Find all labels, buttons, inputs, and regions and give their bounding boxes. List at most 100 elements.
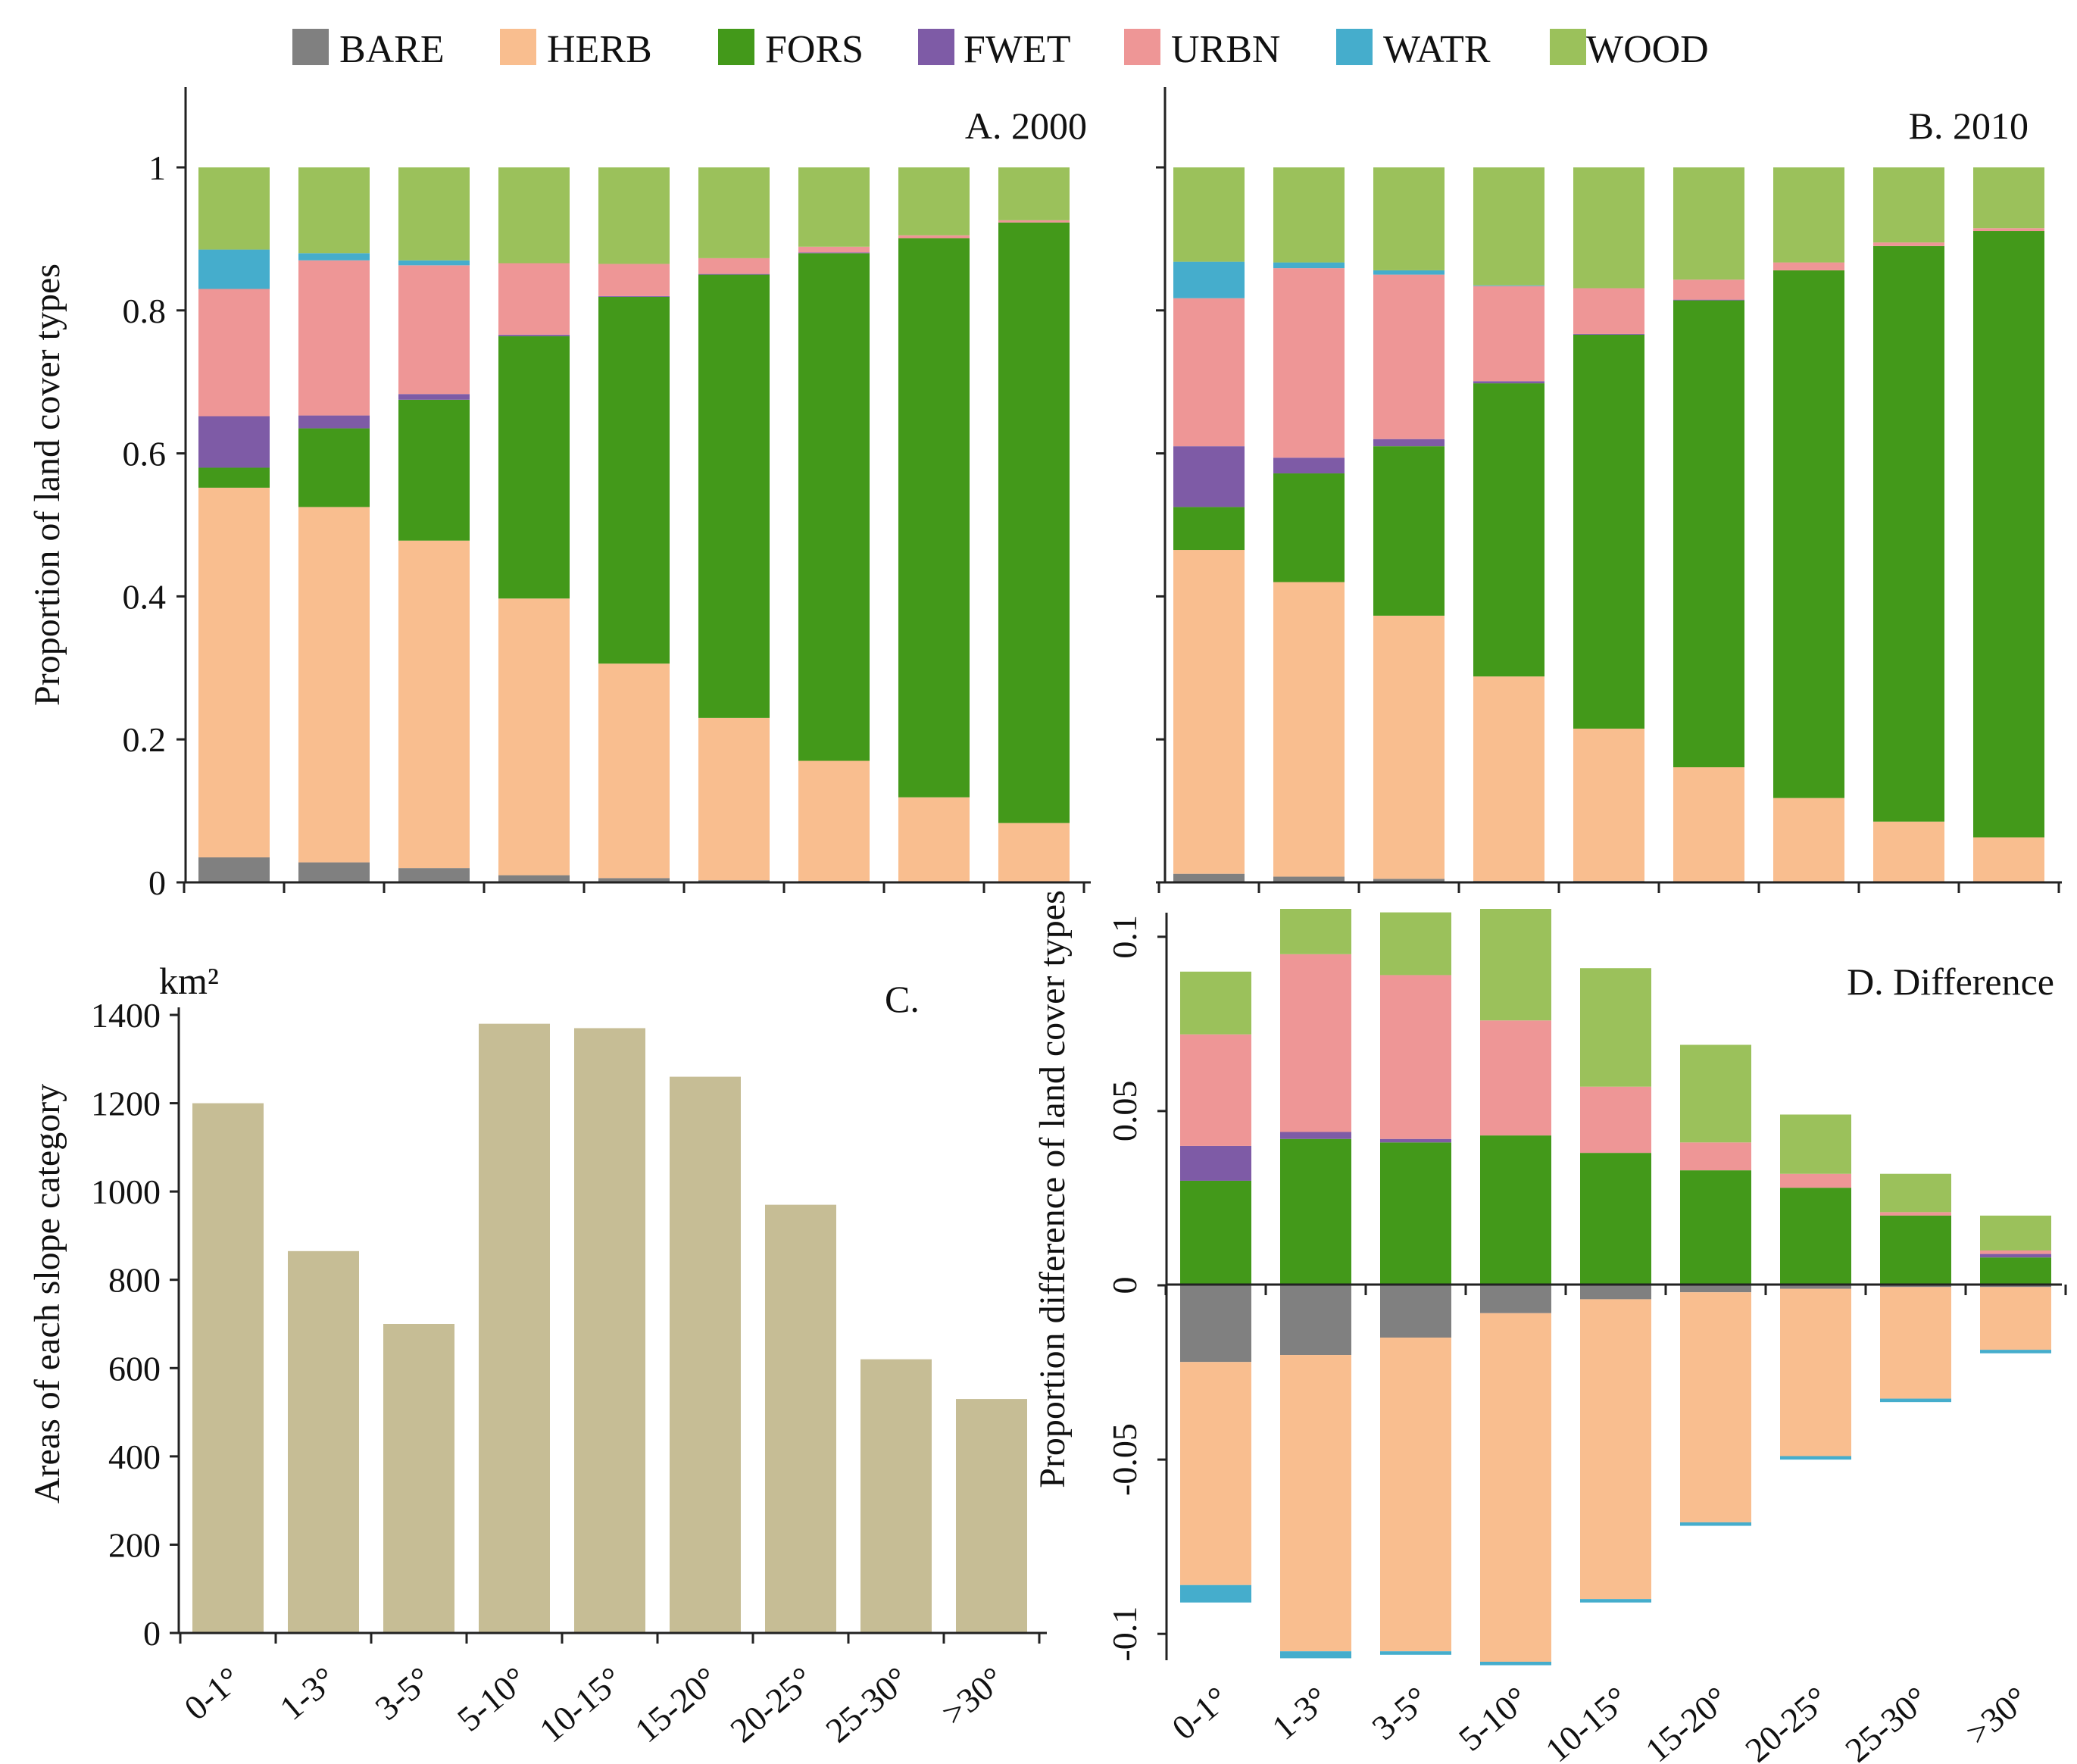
panelA-bar-25-30-urbn — [898, 235, 970, 239]
panelA-bar-20-25-wood — [798, 167, 870, 247]
panelA-bar-0-1-urbn — [198, 289, 270, 417]
panelA-bar-5-10-fors — [498, 336, 570, 599]
panelC-ytick-label-6: 1200 — [91, 1085, 161, 1123]
panelB-bar-1-3-urbn — [1273, 268, 1345, 458]
panelD-bar-25-30-bare — [1880, 1285, 1951, 1288]
panelD-bar-25-30-herb — [1880, 1287, 1951, 1399]
panelB-bar-15-20-herb — [1673, 767, 1744, 882]
legend: BARE HERB FORS FWET URBN WATR WOOD — [292, 28, 1709, 71]
panelD-bar-0-1-fors — [1180, 1180, 1251, 1285]
panelA-bar-3-5-bare — [398, 868, 470, 882]
panelA-bar-0-1-fwet — [198, 416, 270, 468]
panelD-bar-15-20-watr — [1680, 1522, 1751, 1526]
panelC-bar-20-25 — [765, 1204, 836, 1633]
panel-b-title: B. 2010 — [1909, 105, 2029, 147]
panelB-bar-5-10-wood — [1473, 167, 1544, 286]
panelD-bar-20-25-fors — [1780, 1188, 1851, 1285]
legend-swatch-wood — [1550, 29, 1586, 65]
panelD-bar-10-15-bare — [1580, 1285, 1651, 1300]
panelA-bar-1-3-urbn — [298, 260, 370, 416]
legend-swatch-bare — [292, 29, 329, 65]
panelA-bar-10-15-herb — [598, 663, 670, 879]
panel-d: D. Difference Proportion difference of l… — [1032, 890, 2067, 1764]
panelA-ytick-label-0: 0 — [148, 863, 166, 902]
panelD-bar-0-1-herb — [1180, 1362, 1251, 1585]
panelA-bar-25-30-fors — [898, 238, 970, 798]
legend-label-fors: FORS — [765, 28, 864, 71]
panelA-ytick-label-1: 0.2 — [123, 720, 167, 759]
panelA-ytick-label-3: 0.6 — [123, 435, 167, 473]
panelD-bar-gt30-bare — [1980, 1285, 2051, 1288]
panelD-bar-20-25-bare — [1780, 1285, 1851, 1289]
panelD-ytick-label-0: -0.1 — [1105, 1606, 1144, 1662]
panelB-bar-15-20-wood — [1673, 167, 1744, 280]
panelD-xtick-label-20-25: 20-25° — [1738, 1679, 1835, 1764]
panelB-bar-20-25-herb — [1773, 798, 1844, 882]
legend-swatch-herb — [500, 29, 536, 65]
panelB-bar-25-30-fors — [1873, 245, 1944, 822]
panelB-bar-3-5-fors — [1373, 446, 1445, 616]
panelA-bar-0-1-watr — [198, 249, 270, 289]
panelD-xtick-label-10-15: 10-15° — [1538, 1679, 1635, 1764]
panelC-ytick-label-3: 600 — [108, 1349, 161, 1388]
panelC-ytick-label-1: 200 — [108, 1525, 161, 1564]
panelA-bar-10-15-urbn — [598, 264, 670, 296]
panelB-bar-10-15-fwet — [1573, 333, 1644, 335]
panelC-ytick-label-5: 1000 — [91, 1172, 161, 1211]
panel-a-ylabel: Proportion of land cover types — [27, 264, 67, 706]
panelD-xtick-label-25-30: 25-30° — [1838, 1679, 1935, 1764]
panelB-bar-20-25-fors — [1773, 270, 1844, 798]
panelB-bar-gt30-urbn — [1973, 228, 2044, 232]
panelC-xtick-label-15-20: 15-20° — [627, 1659, 725, 1750]
panelA-bar-0-1-bare — [198, 857, 270, 882]
panelB-bar-10-15-urbn — [1573, 288, 1644, 334]
panelD-bar-3-5-fwet — [1380, 1138, 1451, 1143]
panelA-bar-25-30-wood — [898, 167, 970, 236]
panelD-bar-1-3-fwet — [1280, 1132, 1351, 1139]
panelA-bar-20-25-fwet — [798, 252, 870, 254]
panelD-xtick-label-0-1: 0-1° — [1165, 1679, 1236, 1747]
panelD-bar-0-1-urbn — [1180, 1034, 1251, 1146]
panelD-bar-1-3-wood — [1280, 909, 1351, 954]
panelC-xtick-label-5-10: 5-10° — [450, 1659, 534, 1739]
panelB-bar-3-5-herb — [1373, 615, 1445, 879]
panelA-bar-20-25-fors — [798, 253, 870, 761]
panelB-bar-0-1-urbn — [1173, 298, 1245, 447]
legend-swatch-fors — [718, 29, 754, 65]
panel-a-title: A. 2000 — [965, 105, 1087, 147]
legend-label-wood: WOOD — [1586, 28, 1709, 71]
panelB-bar-25-30-herb — [1873, 821, 1944, 882]
panelC-bar-15-20 — [670, 1076, 741, 1633]
panelA-bar-0-1-wood — [198, 167, 270, 250]
panelC-xtick-label-3-5: 3-5° — [368, 1659, 439, 1728]
panelD-bar-15-20-fors — [1680, 1170, 1751, 1285]
legend-label-urbn: URBN — [1171, 28, 1280, 71]
panelB-bar-3-5-wood — [1373, 167, 1445, 270]
panelD-xtick-label-5-10: 5-10° — [1451, 1679, 1535, 1759]
panelB-bar-5-10-fors — [1473, 383, 1544, 677]
panelB-bar-1-3-fwet — [1273, 457, 1345, 474]
panelD-bar-15-20-urbn — [1680, 1142, 1751, 1171]
panelA-bar-1-3-wood — [298, 167, 370, 254]
panelD-bar-1-3-herb — [1280, 1355, 1351, 1652]
panelA-bar-3-5-watr — [398, 260, 470, 266]
panelA-ytick-label-4: 0.8 — [123, 292, 167, 330]
panelB-bar-3-5-bare — [1373, 879, 1445, 882]
panelD-bar-10-15-watr — [1580, 1599, 1651, 1603]
panelB-bar-1-3-bare — [1273, 876, 1345, 882]
panelD-bar-3-5-bare — [1380, 1285, 1451, 1338]
legend-label-fwet: FWET — [964, 28, 1071, 71]
panelD-bar-3-5-urbn — [1380, 975, 1451, 1139]
legend-swatch-urbn — [1124, 29, 1160, 65]
panelD-bar-10-15-fors — [1580, 1153, 1651, 1285]
panelA-bar-0-1-herb — [198, 487, 270, 857]
panelD-bar-3-5-fors — [1380, 1142, 1451, 1285]
panelA-bar-15-20-wood — [698, 167, 770, 258]
panelD-ytick-label-3: 0.05 — [1105, 1081, 1144, 1142]
panelD-bar-gt30-watr — [1980, 1350, 2051, 1353]
panelA-bar-1-3-herb — [298, 507, 370, 863]
panelD-bar-gt30-herb — [1980, 1287, 2051, 1350]
panelA-bar-10-15-wood — [598, 167, 670, 264]
panelB-bar-20-25-wood — [1773, 167, 1844, 263]
panelC-bar-3-5 — [383, 1324, 454, 1633]
